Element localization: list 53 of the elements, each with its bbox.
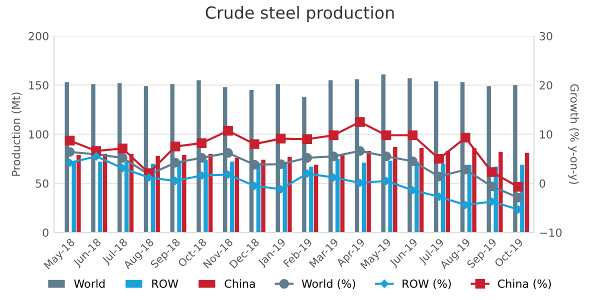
y2-tick-label: −10 [540, 228, 562, 237]
point [250, 139, 260, 149]
bar [314, 164, 318, 232]
y-axis-title: Production (Mt) [12, 92, 22, 176]
bar [340, 154, 345, 232]
y-tick-label: 200 [28, 32, 48, 40]
point [486, 181, 497, 192]
y2-tick-label: 10 [540, 130, 552, 139]
point [355, 117, 365, 127]
point [196, 138, 207, 148]
y-tick-label: 50 [36, 179, 48, 188]
point [434, 154, 444, 164]
bar [393, 147, 398, 232]
bar [366, 150, 371, 232]
bar [261, 160, 266, 232]
bar [182, 154, 186, 232]
bar [234, 158, 240, 232]
point [170, 142, 180, 152]
point [302, 134, 312, 144]
point [408, 156, 418, 166]
legend-label: China [224, 279, 255, 288]
point [196, 152, 207, 163]
y2-tick-label: 30 [540, 32, 552, 40]
legend-label: ROW [152, 279, 178, 288]
point [513, 192, 524, 202]
bar [98, 162, 102, 232]
point [328, 130, 338, 140]
legend-label: World [74, 279, 105, 288]
point [302, 152, 312, 163]
y2-axis-title: Growth (% y-on-y) [568, 84, 579, 184]
legend-label: World (%) [302, 279, 356, 290]
point [92, 152, 100, 160]
point [513, 182, 524, 192]
legend-label: ROW (%) [402, 279, 451, 290]
point [408, 130, 418, 140]
point [118, 144, 128, 154]
point [223, 126, 233, 136]
legend-label: China (%) [498, 279, 551, 290]
y-tick-label: 100 [29, 130, 48, 139]
y-tick-label: 150 [29, 81, 48, 90]
point [460, 132, 470, 143]
y2-tick-label: 20 [540, 81, 552, 90]
chart-title: Crude steel production [206, 6, 394, 22]
bar [524, 152, 530, 232]
point [381, 130, 392, 140]
y2-tick-label: 0 [540, 179, 546, 188]
point [64, 136, 75, 146]
point [144, 173, 154, 182]
y-tick-label: 0 [42, 228, 48, 237]
point [486, 167, 497, 177]
point [276, 134, 286, 144]
bar [76, 154, 81, 232]
bar [288, 156, 292, 232]
